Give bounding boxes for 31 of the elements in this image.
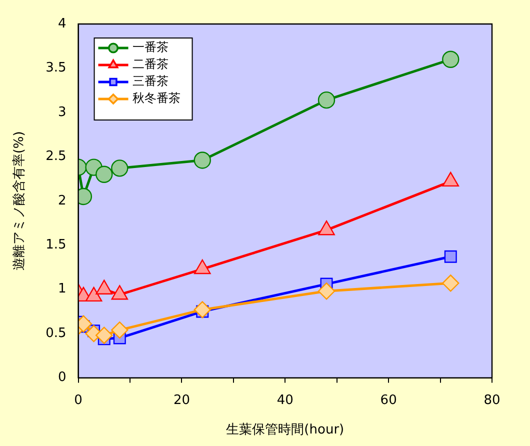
y-axis-title: 遊離アミノ酸含有率(%) bbox=[11, 131, 28, 271]
y-tick-label: 2.5 bbox=[46, 149, 66, 164]
point bbox=[444, 250, 457, 263]
point bbox=[194, 152, 211, 169]
y-tick-label: 4 bbox=[58, 16, 66, 32]
x-tick-label: 40 bbox=[276, 392, 294, 408]
point bbox=[111, 160, 128, 177]
point bbox=[442, 50, 460, 68]
legend-label: 一番茶 bbox=[132, 40, 168, 54]
y-tick-label: 3.5 bbox=[46, 60, 66, 76]
x-axis-title: 生葉保管時間(hour) bbox=[226, 422, 344, 438]
y-tick-label: 0.5 bbox=[46, 326, 66, 341]
legend-label: 秋冬番茶 bbox=[132, 91, 180, 106]
legend-label: 二番茶 bbox=[132, 57, 168, 72]
point bbox=[96, 166, 113, 183]
y-tick-label: 0 bbox=[58, 370, 66, 386]
point bbox=[194, 301, 211, 318]
x-tick-label: 20 bbox=[173, 392, 190, 408]
x-tick-label: 60 bbox=[380, 392, 397, 408]
point bbox=[96, 326, 113, 344]
point bbox=[442, 274, 460, 292]
legend-label: 三番茶 bbox=[132, 74, 168, 88]
point bbox=[318, 91, 336, 109]
y-tick-label: 1 bbox=[58, 282, 66, 297]
point bbox=[111, 321, 128, 339]
x-tick-label: 0 bbox=[74, 392, 82, 408]
point bbox=[318, 282, 336, 300]
y-tick-label: 1.5 bbox=[46, 238, 66, 252]
y-tick-label: 3 bbox=[58, 104, 66, 120]
x-tick-label: 80 bbox=[484, 392, 500, 408]
y-tick-label: 2 bbox=[58, 193, 66, 208]
